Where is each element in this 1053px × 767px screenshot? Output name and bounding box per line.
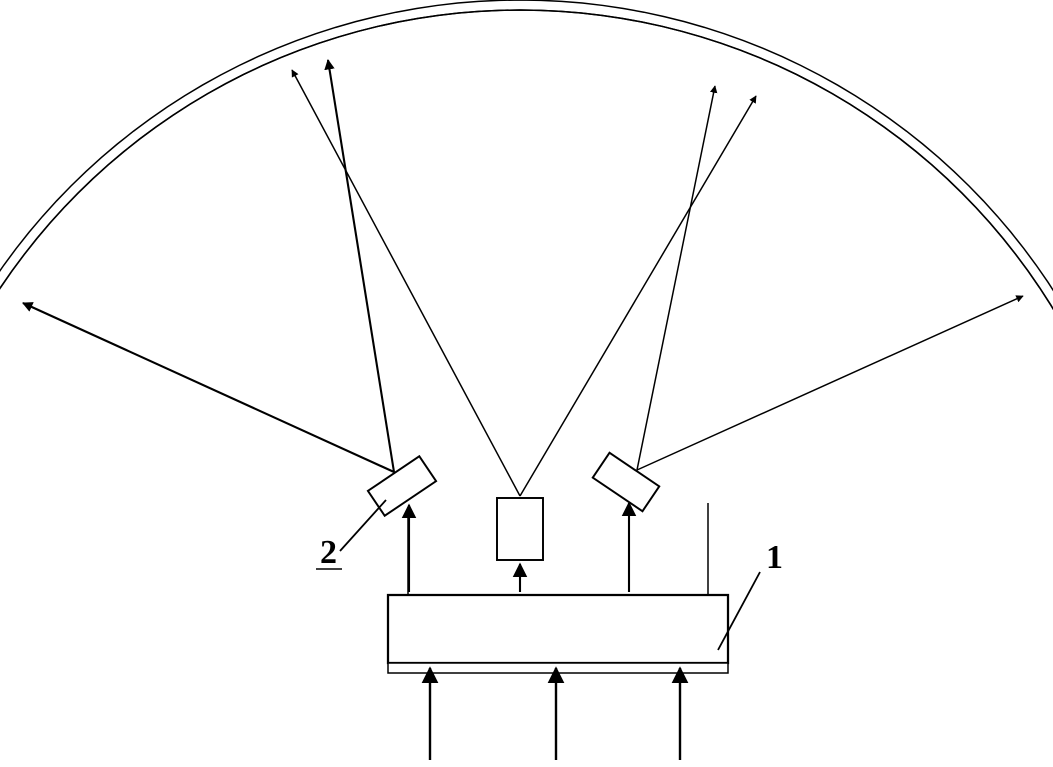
- input-arrows: [430, 668, 680, 760]
- callout-label-2: 2: [320, 534, 337, 571]
- projection-fan-lines: [23, 60, 1023, 496]
- dome-arc: [0, 0, 1053, 473]
- mirror-right: [593, 453, 660, 511]
- projector-box: [388, 503, 728, 673]
- diagram-canvas: 21: [0, 0, 1053, 767]
- center-small-box: [497, 498, 543, 560]
- callout-label-1: 1: [766, 539, 783, 576]
